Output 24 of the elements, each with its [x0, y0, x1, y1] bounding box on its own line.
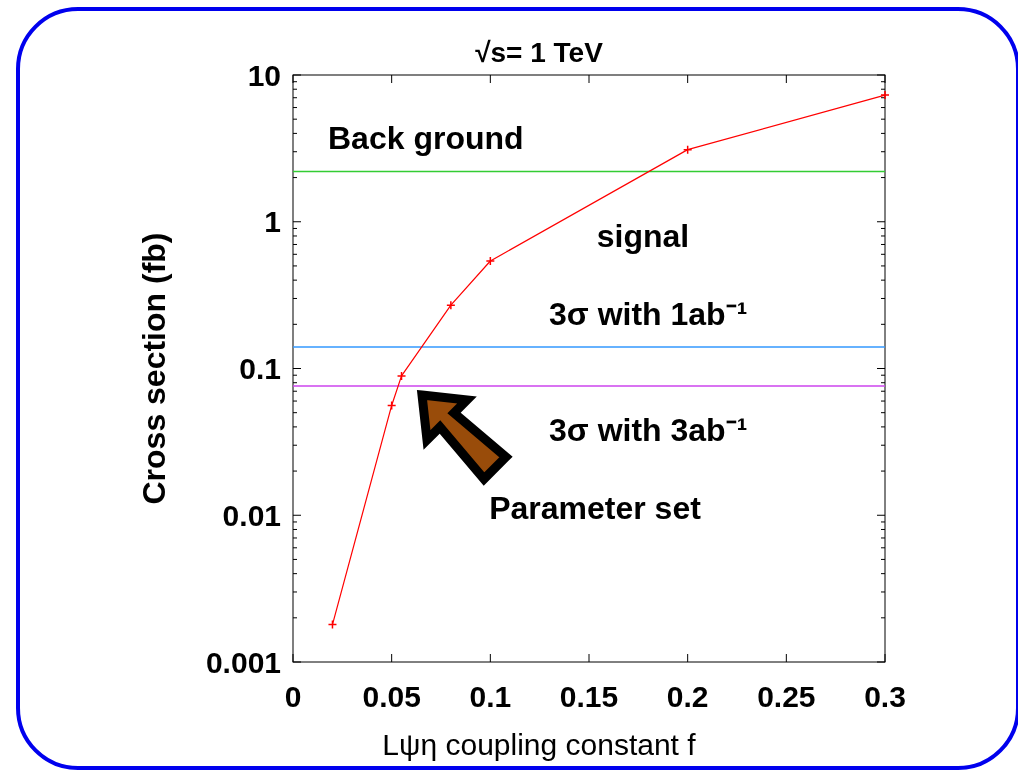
- x-axis-title: Lψη coupling constant f: [382, 728, 697, 761]
- x-tick-label: 0.2: [666, 680, 709, 713]
- point: [880, 90, 890, 100]
- y-axis-title: Cross section (fb): [136, 232, 172, 505]
- x-tick-label: 0.15: [559, 680, 619, 713]
- x-tick-label: 0.05: [362, 680, 421, 713]
- point: [396, 371, 407, 381]
- annotation: signal: [596, 218, 690, 255]
- y-tick-label: 0.1: [239, 352, 281, 385]
- y-tick-label: 10: [247, 58, 281, 92]
- annotation: Parameter set: [489, 490, 702, 527]
- x-tick-label: 0.3: [864, 680, 906, 713]
- point: [446, 300, 456, 310]
- point: [485, 256, 496, 266]
- y-tick-label: 1: [264, 205, 281, 239]
- chart-title: √s= 1 TeV: [475, 37, 604, 68]
- x-tick-label: 0.1: [469, 680, 512, 713]
- ref-line-label: 3σ with 1ab⁻¹: [549, 296, 748, 333]
- x-tick-label: 0: [284, 680, 302, 713]
- ref-line-label: Back ground: [328, 120, 524, 157]
- ref-line-label: 3σ with 3ab⁻¹: [549, 411, 748, 448]
- y-tick-label: 0.01: [222, 498, 281, 532]
- y-tick-label: 0.001: [205, 645, 281, 679]
- x-tick-label: 0.25: [757, 680, 816, 713]
